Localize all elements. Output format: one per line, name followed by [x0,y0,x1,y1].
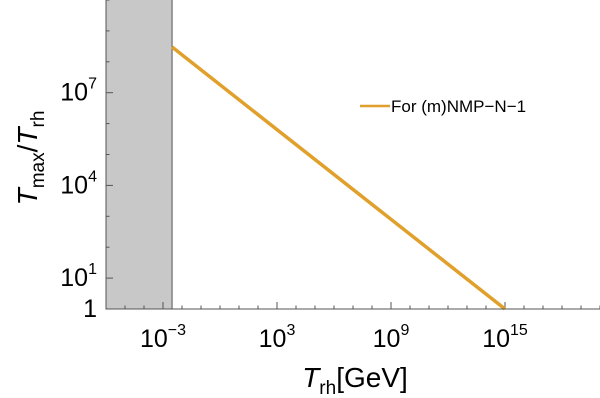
x-axis-title: Trh[GeV] [302,362,408,398]
x-tick-label: 1015 [482,322,528,353]
x-axis-title-main: T [302,362,321,393]
x-axis-title-sub: rh [319,378,336,398]
y-axis-title-num: T [12,186,43,205]
y-axis-ticks: 1 101 104 107 [60,0,113,323]
series-layer [170,45,507,311]
y-axis-title: Tmax/Trh [12,111,49,206]
x-axis-title-suffix: [GeV] [336,362,408,393]
y-axis-title-num-sub: max [28,152,49,188]
legend-label: For (m)NMP−N−1 [391,97,526,116]
y-tick-label: 104 [60,168,97,199]
y-tick-label: 101 [60,261,97,292]
x-axis-ticks: 10−3 103 109 1015 [105,302,600,353]
x-tick-label: 109 [373,322,410,353]
y-axis-title-den-sub: rh [28,111,49,128]
y-axis-title-slash: / [12,144,43,152]
series-line [170,45,507,311]
legend: For (m)NMP−N−1 [360,97,526,116]
y-tick-label: 1 [83,295,97,323]
shaded-region [105,0,173,310]
x-tick-label: 103 [259,322,296,353]
y-tick-label: 107 [60,76,97,107]
y-axis-title-den: T [12,126,43,145]
x-tick-label: 10−3 [140,322,186,353]
